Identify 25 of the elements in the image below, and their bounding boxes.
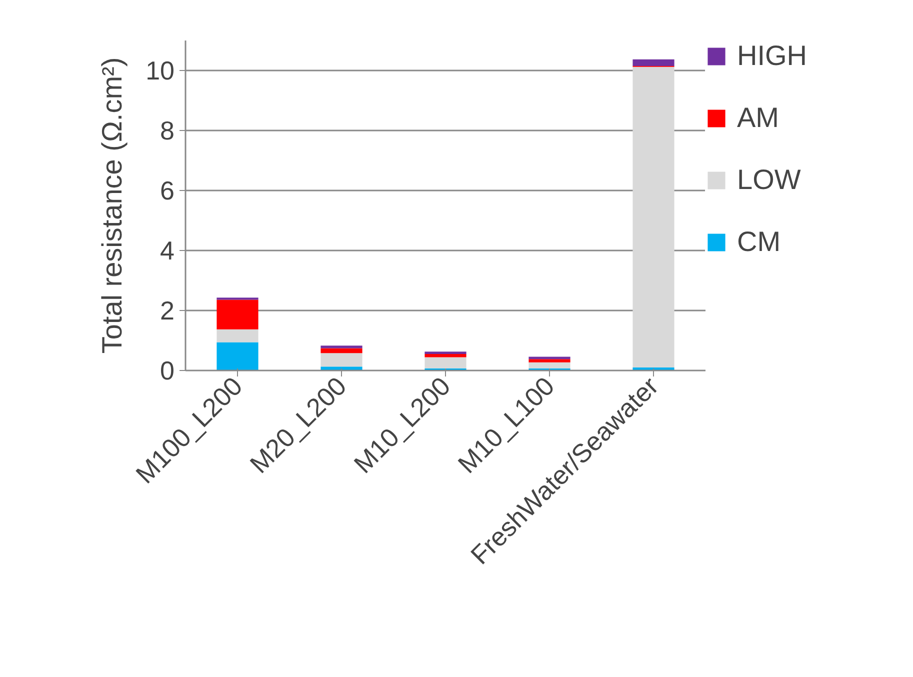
bar [424,357,466,368]
bar [632,66,674,368]
bar [632,59,674,66]
y-tick-label: 0 [160,356,175,386]
bar [320,348,362,354]
bar [528,356,570,360]
y-tick-label: 2 [160,296,175,326]
legend-label: LOW [737,164,801,196]
y-tick-label: 4 [160,236,175,266]
y-tick-label: 8 [160,116,175,146]
y-tick-label: 10 [146,56,174,86]
bar [528,359,570,362]
bar [216,342,258,370]
bar [528,362,570,368]
bar [424,354,466,358]
legend-label: CM [737,226,781,258]
y-tick-label: 6 [160,176,175,206]
bar [320,353,362,367]
y-axis-title: Total resistance (Ω.cm²) [96,57,128,354]
bar [216,329,258,342]
bar [216,300,258,330]
bar [320,366,362,370]
legend-label: HIGH [737,40,807,72]
legend-label: AM [737,102,779,134]
bar [320,346,362,348]
